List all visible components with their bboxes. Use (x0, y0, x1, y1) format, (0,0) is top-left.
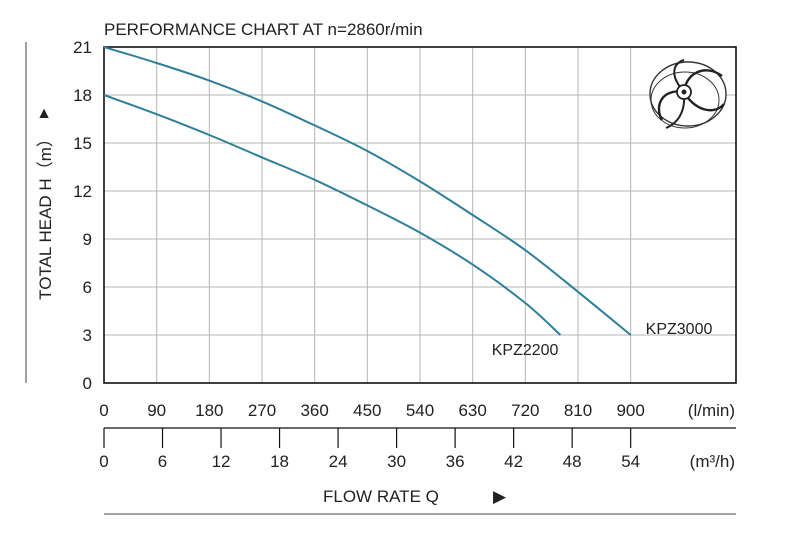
y-tick-label: 9 (83, 230, 92, 249)
x-axis-label: FLOW RATE Q (323, 487, 439, 506)
x-unit-lmin: (l/min) (688, 401, 735, 420)
series-label-kpz3000: KPZ3000 (646, 321, 713, 338)
chart-title: PERFORMANCE CHART AT n=2860r/min (104, 20, 423, 39)
x-tick-label-lmin: 810 (564, 401, 592, 420)
series-line-kpz3000 (103, 46, 632, 336)
x-tick-label-lmin: 0 (99, 401, 108, 420)
x-tick-label-m3h: 54 (621, 452, 640, 471)
x-tick-label-m3h: 0 (99, 452, 108, 471)
x-tick-label-m3h: 12 (212, 452, 231, 471)
x-tick-label-lmin: 720 (511, 401, 539, 420)
y-tick-label: 21 (73, 38, 92, 57)
x-tick-label-lmin: 180 (195, 401, 223, 420)
impeller-icon (649, 59, 727, 129)
x-tick-label-m3h: 36 (446, 452, 465, 471)
y-axis-label: TOTAL HEAD H（m） (36, 130, 55, 300)
x-tick-label-lmin: 450 (353, 401, 381, 420)
x-tick-marks-m3h: 0 6 12 18 24 30 36 42 48 54 (99, 428, 640, 471)
series-line-kpz2200 (103, 94, 562, 336)
series-group: KPZ3000 KPZ2200 (103, 46, 713, 359)
y-tick-labels: 0 3 6 9 12 15 18 21 (73, 38, 92, 393)
x-tick-label-m3h: 48 (563, 452, 582, 471)
x-tick-label-lmin: 540 (406, 401, 434, 420)
x-tick-label-lmin: 630 (458, 401, 486, 420)
x-tick-label-lmin: 360 (300, 401, 328, 420)
x-tick-label-m3h: 6 (158, 452, 167, 471)
x-axis-arrow-icon: ▶ (493, 487, 507, 506)
x-tick-label-lmin: 270 (248, 401, 276, 420)
y-tick-label: 3 (83, 326, 92, 345)
horizontal-gridlines (104, 94, 736, 336)
y-tick-label: 6 (83, 278, 92, 297)
plot-frame (103, 46, 737, 384)
x-tick-label-m3h: 42 (504, 452, 523, 471)
y-tick-label: 0 (83, 374, 92, 393)
x-tick-label-lmin: 90 (147, 401, 166, 420)
x-tick-label-m3h: 30 (387, 452, 406, 471)
x-tick-labels-lmin: 0 90 180 270 360 450 540 630 720 810 900 (99, 401, 645, 420)
x-tick-label-m3h: 18 (270, 452, 289, 471)
x-tick-label-m3h: 24 (329, 452, 348, 471)
series-label-kpz2200: KPZ2200 (492, 342, 559, 359)
x-unit-m3h: (m³/h) (690, 452, 735, 471)
y-tick-label: 12 (73, 182, 92, 201)
y-tick-label: 15 (73, 134, 92, 153)
vertical-gridlines (156, 47, 632, 383)
y-axis-arrow-icon: ▲ (36, 105, 52, 122)
y-tick-label: 18 (73, 86, 92, 105)
x-tick-label-lmin: 900 (616, 401, 644, 420)
